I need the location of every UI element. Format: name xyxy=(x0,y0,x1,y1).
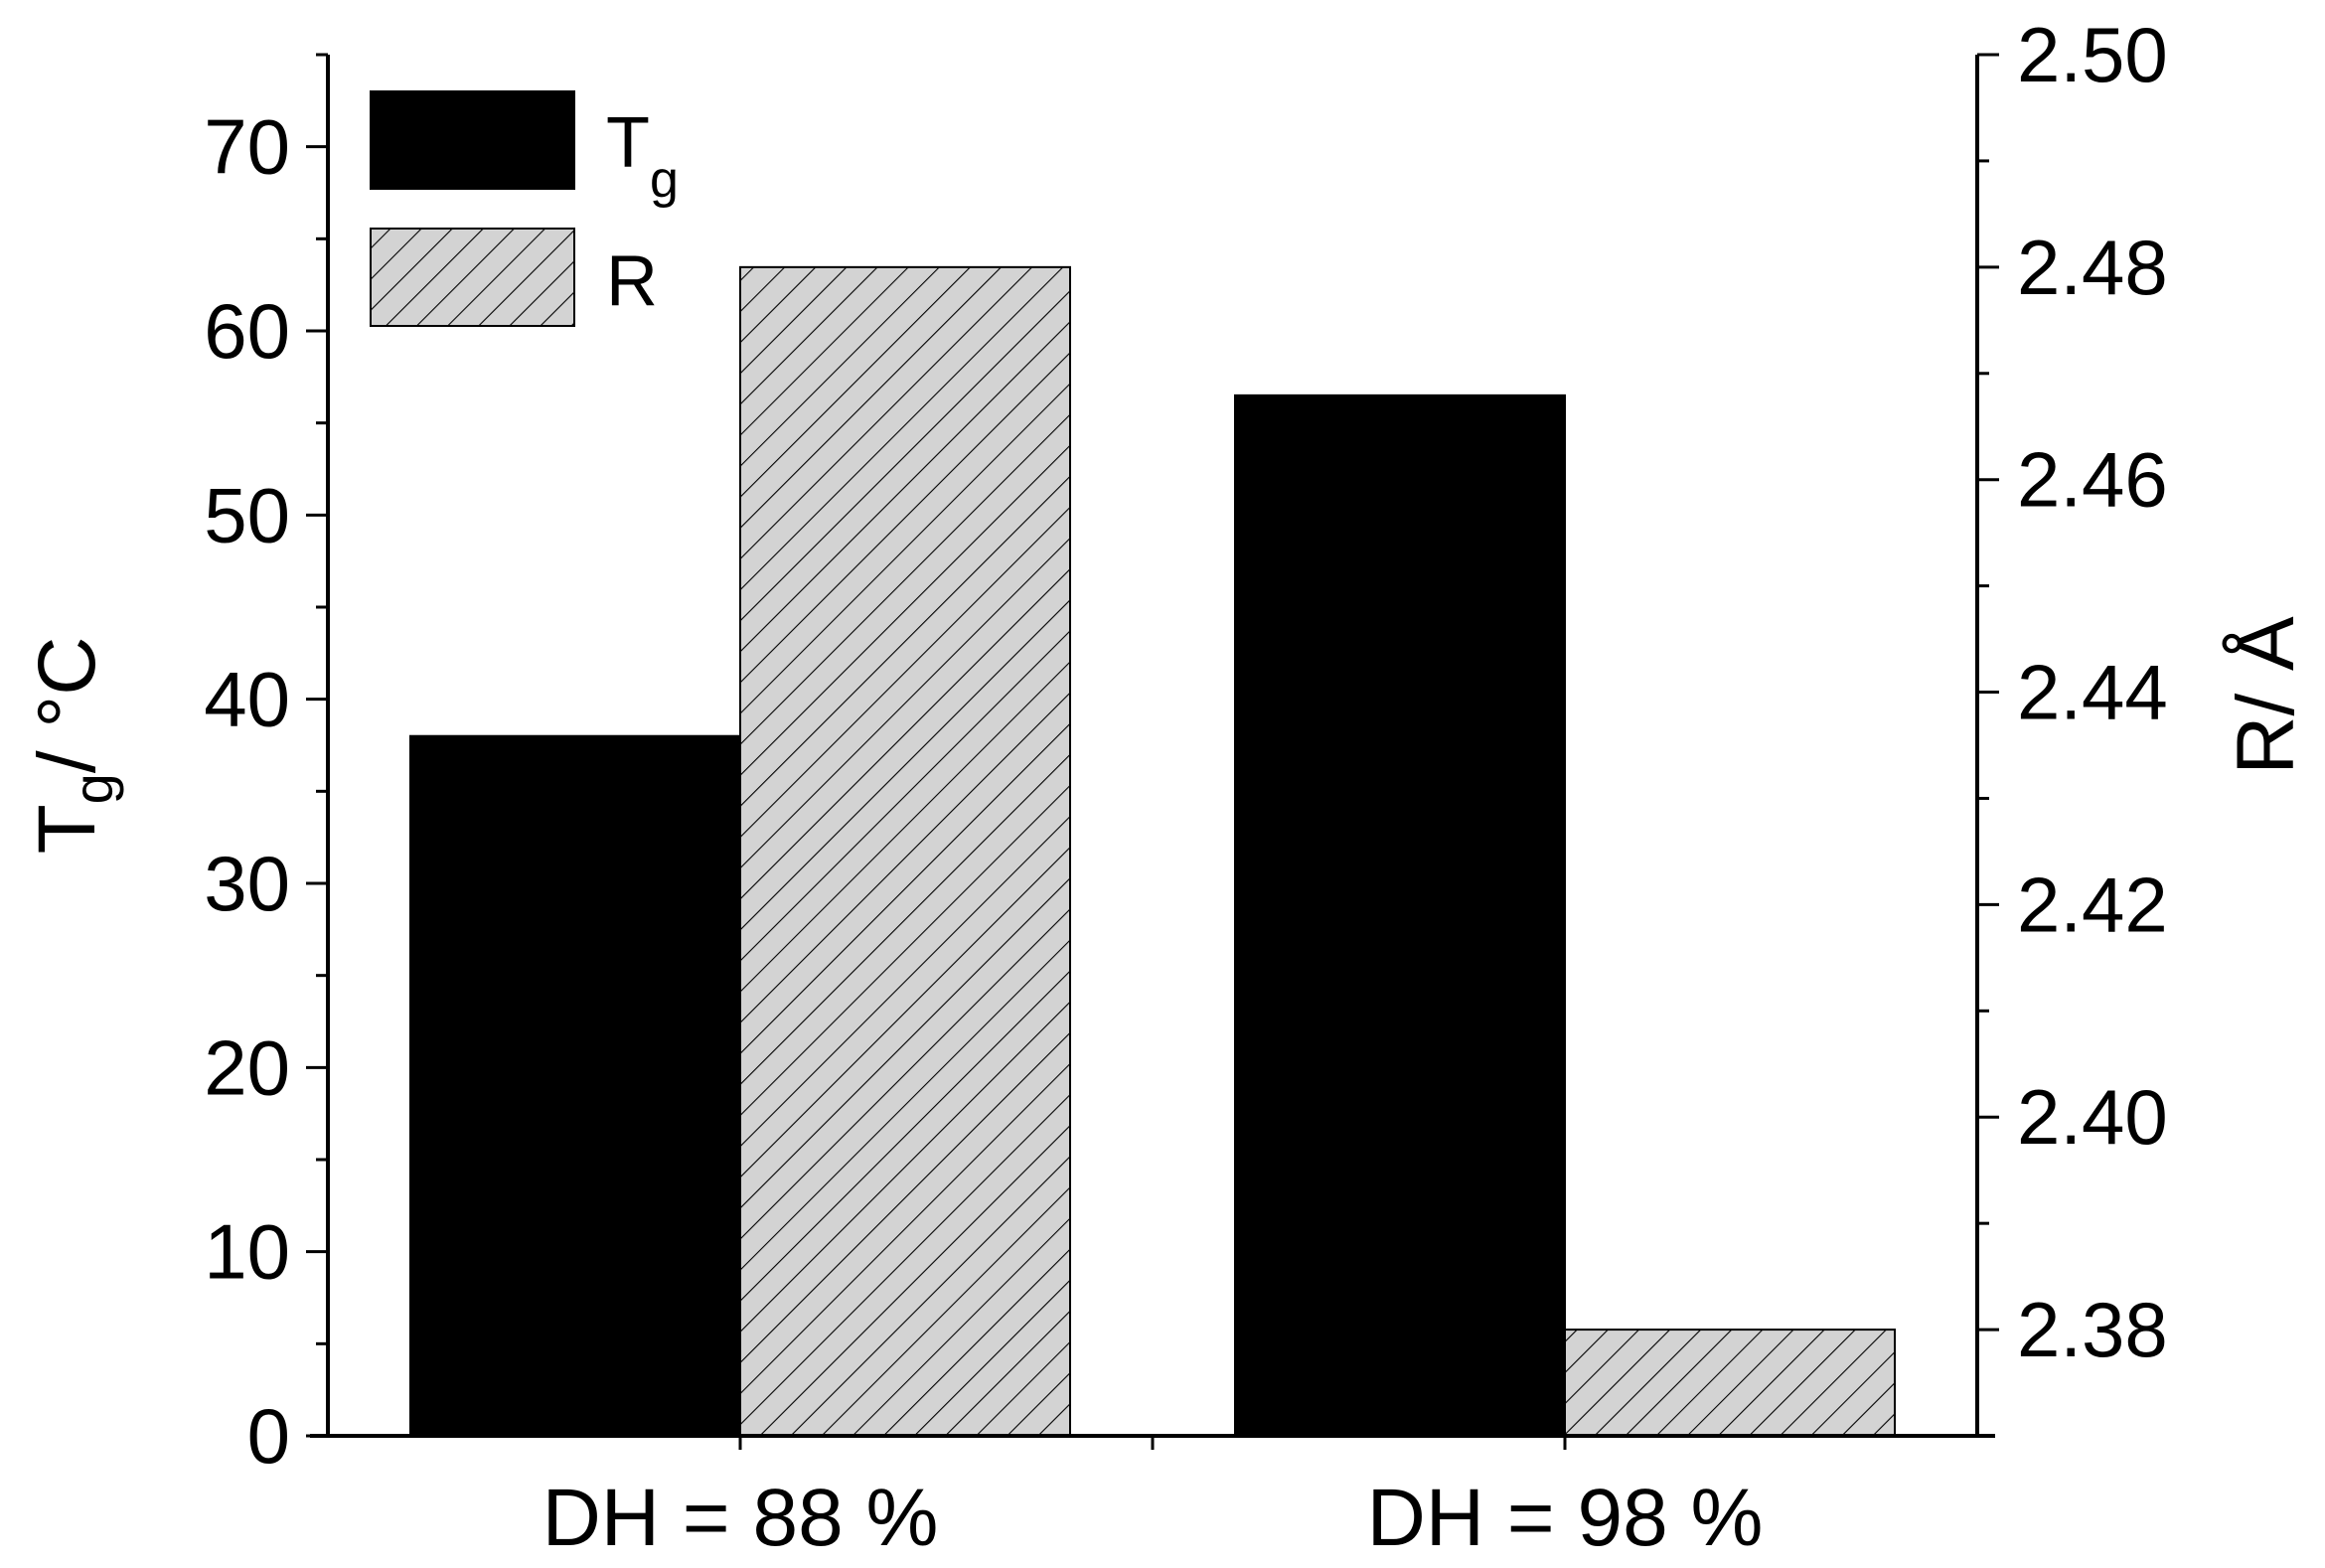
left-tick-label-2: 20 xyxy=(204,1023,290,1111)
left-axis-title-main: T xyxy=(22,804,112,854)
legend-swatch-r xyxy=(370,228,575,327)
bar-tg-2 xyxy=(1234,393,1566,1437)
x-tick-label-2: DH = 98 % xyxy=(1367,1473,1764,1563)
left-tick-label-0: 0 xyxy=(247,1392,290,1480)
left-tick-label-1: 10 xyxy=(204,1208,290,1296)
left-axis-title-unit: / °C xyxy=(22,637,112,774)
bar-tg-1 xyxy=(409,734,741,1437)
left-tick-label-5: 50 xyxy=(204,471,290,558)
left-axis-title: Tg/ °C xyxy=(22,637,124,855)
right-tick-label-3: 2.44 xyxy=(2017,649,2168,736)
left-tick-label-3: 30 xyxy=(204,840,290,927)
x-tick-label-1: DH = 88 % xyxy=(542,1473,939,1563)
left-tick-label-4: 40 xyxy=(204,656,290,743)
left-tick-label-7: 70 xyxy=(204,103,290,191)
legend-label-tg: Tg xyxy=(606,103,679,209)
legend-label-main: T xyxy=(606,103,650,183)
left-tick-label-6: 60 xyxy=(204,287,290,375)
bar-r-2 xyxy=(1564,1329,1896,1437)
left-axis-title-subscript: g xyxy=(62,773,124,804)
right-tick-label-5: 2.48 xyxy=(2017,224,2168,311)
legend-label-r: R xyxy=(606,241,658,321)
right-tick-label-0: 2.38 xyxy=(2017,1286,2168,1373)
chart-axes xyxy=(306,53,1999,1450)
chart-marks xyxy=(409,265,1896,1437)
right-tick-label-2: 2.42 xyxy=(2017,861,2168,948)
legend: TgR xyxy=(370,90,679,327)
bar-r-1 xyxy=(739,265,1071,1437)
right-tick-label-6: 2.50 xyxy=(2017,11,2168,98)
legend-label-subscript: g xyxy=(650,151,679,209)
right-tick-label-1: 2.40 xyxy=(2017,1073,2168,1161)
chart-labels: DH = 88 % DH = 98 % 0 10 20 30 40 50 60 70 2.38 2.4… xyxy=(22,11,2311,1563)
right-axis-title: R/ Å xyxy=(2221,616,2311,775)
legend-swatch-tg xyxy=(370,90,575,190)
right-tick-label-4: 2.46 xyxy=(2017,436,2168,524)
